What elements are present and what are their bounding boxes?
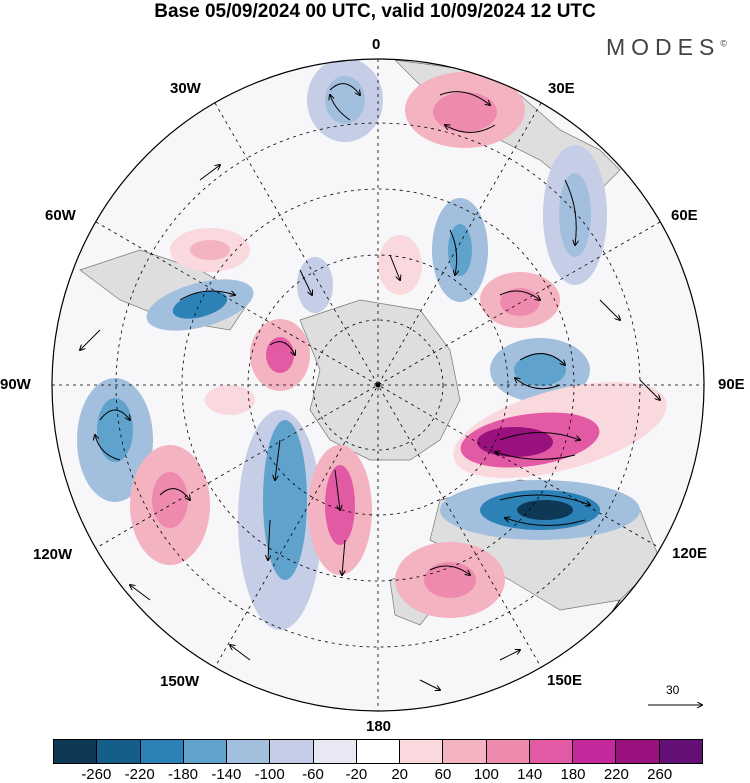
colorbar-swatch bbox=[400, 740, 444, 763]
lon-label-0: 0 bbox=[372, 36, 381, 53]
lon-label-30w: 30W bbox=[170, 80, 201, 97]
lon-label-180: 180 bbox=[366, 718, 392, 735]
south-pole-marker bbox=[375, 382, 381, 388]
colorbar-tick-label: 140 bbox=[517, 766, 543, 783]
map-boundary bbox=[51, 58, 705, 712]
colorbar-tick-label: -60 bbox=[302, 766, 324, 783]
colorbar-swatch bbox=[659, 740, 702, 763]
colorbar-swatch bbox=[183, 740, 228, 763]
colorbar-swatch bbox=[443, 740, 487, 763]
lon-label-90e: 90E bbox=[718, 376, 745, 393]
lon-label-60e: 60E bbox=[671, 207, 698, 224]
colorbar-swatch bbox=[270, 740, 314, 763]
lon-label-150w: 150W bbox=[160, 673, 200, 690]
brand-text: MODES bbox=[606, 34, 721, 60]
colorbar-tick-label: -180 bbox=[167, 766, 199, 783]
lon-label-120w: 120W bbox=[33, 546, 73, 563]
anomaly-field bbox=[52, 59, 704, 711]
vector-scale-label: 30 bbox=[666, 683, 680, 697]
colorbar-swatch bbox=[573, 740, 617, 763]
colorbar-tick-label: 260 bbox=[647, 766, 673, 783]
colorbar-tick-label: 220 bbox=[603, 766, 629, 783]
colorbar-swatch bbox=[486, 740, 530, 763]
colorbar-swatch bbox=[54, 740, 98, 763]
colorbar-swatch bbox=[227, 740, 271, 763]
colorbar-tick-label: -100 bbox=[254, 766, 285, 783]
colorbar-swatch bbox=[313, 740, 357, 763]
colorbar-swatch bbox=[140, 740, 184, 763]
colorbar-swatch bbox=[97, 740, 141, 763]
colorbar-tick-label: 180 bbox=[560, 766, 586, 783]
lon-label-90w: 90W bbox=[0, 376, 31, 393]
lon-label-30e: 30E bbox=[548, 80, 575, 97]
colorbar-swatch bbox=[529, 740, 574, 763]
colorbar-tick-label: -140 bbox=[211, 766, 242, 783]
colorbar-tick-label: 100 bbox=[473, 766, 499, 783]
colorbar bbox=[53, 739, 703, 764]
colorbar-tick-label: -220 bbox=[124, 766, 155, 783]
modes-logo: MODES© bbox=[606, 34, 727, 61]
wind-vectors bbox=[80, 83, 660, 690]
colorbar-ticks: -260 -220 -180 -140 -100 -60 -20 20 60 100 140 180 2… bbox=[0, 766, 750, 783]
colorbar-tick-label: 20 bbox=[391, 766, 408, 783]
copyright-mark: © bbox=[720, 38, 727, 49]
lon-label-60w: 60W bbox=[45, 207, 76, 224]
lon-label-150e: 150E bbox=[547, 672, 583, 689]
chart-title: Base 05/09/2024 00 UTC, valid 10/09/2024… bbox=[154, 1, 596, 22]
colorbar-swatch bbox=[356, 740, 401, 763]
colorbar-tick-label: -260 bbox=[81, 766, 112, 783]
lon-label-120e: 120E bbox=[672, 545, 708, 562]
colorbar-swatch bbox=[616, 740, 660, 763]
colorbar-tick-label: 60 bbox=[434, 766, 452, 783]
colorbar-tick-label: -20 bbox=[345, 766, 368, 783]
